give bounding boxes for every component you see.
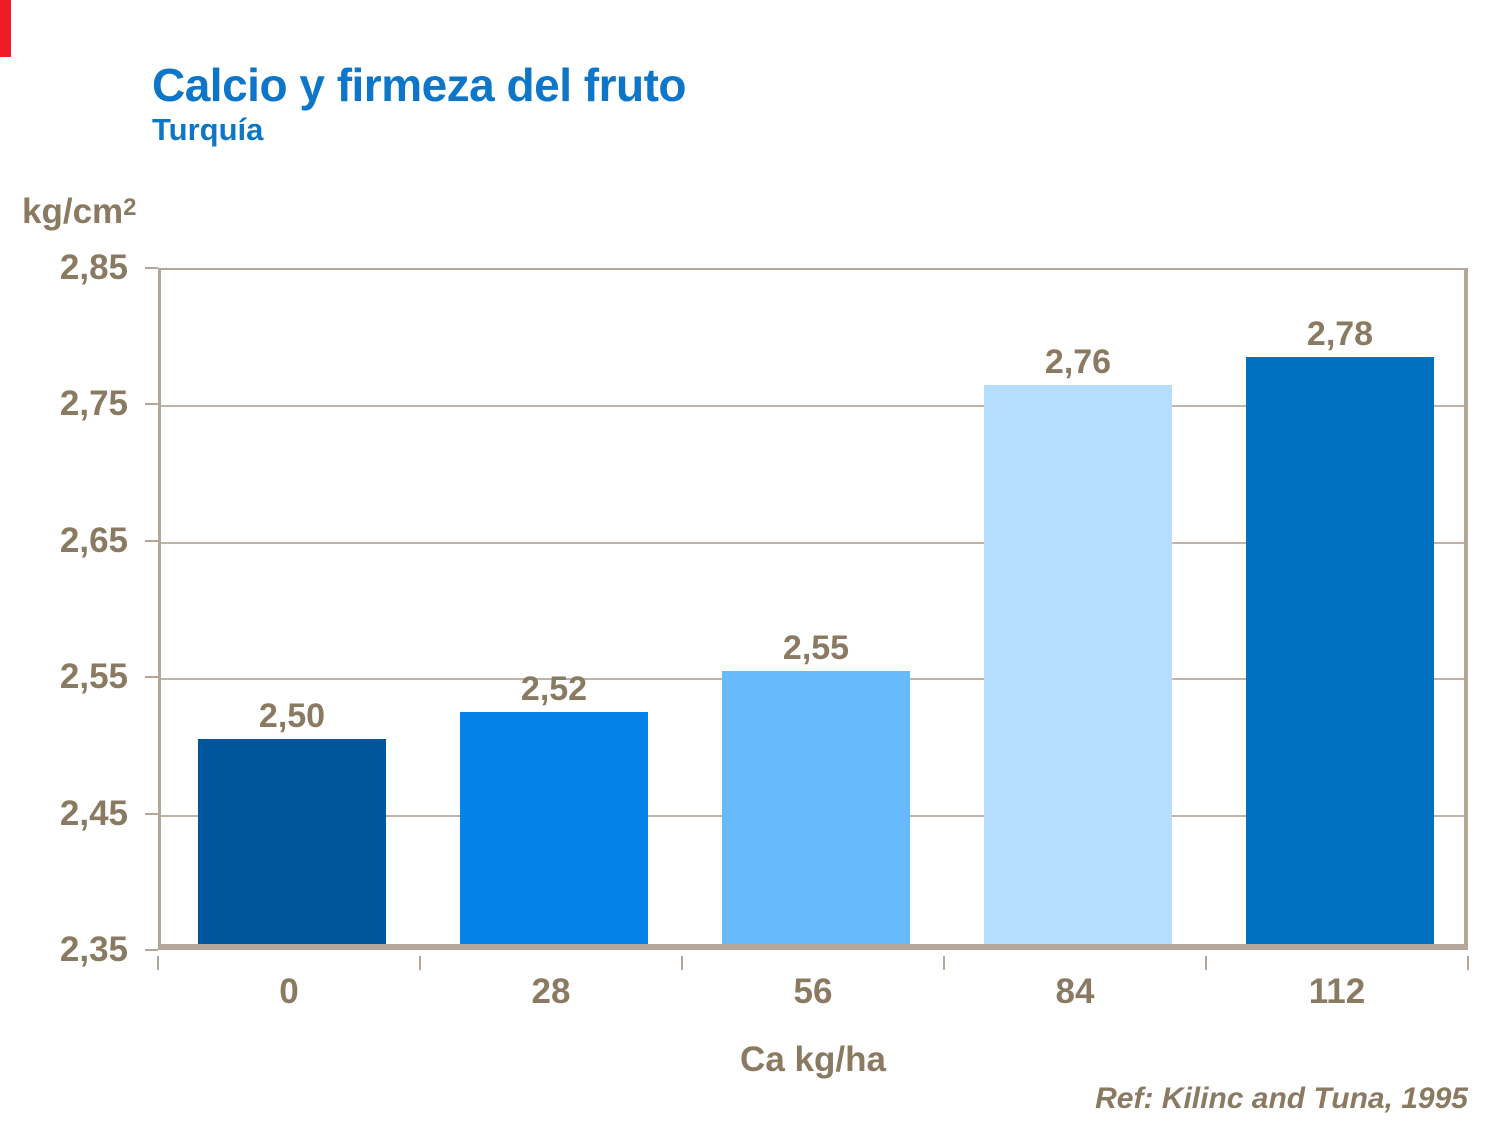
gridline-2,65 <box>161 541 1464 544</box>
plot-area: 2,50 2,52 2,55 2,76 2,78 <box>158 268 1468 950</box>
reference-citation: Ref: Kilinc and Tuna, 1995 <box>1095 1082 1468 1115</box>
gridline-2,75 <box>161 405 1464 408</box>
bar-value-label-28: 2,52 <box>520 670 588 709</box>
bar-84 <box>984 384 1172 944</box>
y-tick-mark-2,45 <box>145 812 158 815</box>
bar-56 <box>722 671 910 944</box>
bar-value-label-0: 2,50 <box>258 697 326 736</box>
chart-title: Calcio y firmeza del fruto <box>152 59 687 111</box>
x-category-label-28: 28 <box>531 972 571 1011</box>
x-category-label-0: 0 <box>279 972 299 1011</box>
bar-value-label-112: 2,78 <box>1306 315 1374 354</box>
y-axis-title: kg/cm2 <box>22 192 137 232</box>
x-tick-mark-1 <box>419 956 421 970</box>
x-tick-mark-5 <box>1467 956 1469 970</box>
y-tick-label-2,75: 2,75 <box>59 384 128 424</box>
x-tick-mark-0 <box>157 956 159 970</box>
bar-28 <box>460 712 648 944</box>
y-tick-mark-2,55 <box>145 676 158 679</box>
y-axis-unit: kg/cm <box>22 192 124 231</box>
bar-value-label-56: 2,55 <box>782 629 850 668</box>
x-category-label-84: 84 <box>1055 972 1095 1011</box>
x-axis-title: Ca kg/ha <box>740 1040 886 1079</box>
chart-subtitle: Turquía <box>152 112 264 147</box>
x-tick-mark-2 <box>681 956 683 970</box>
y-tick-label-2,45: 2,45 <box>59 793 128 833</box>
y-tick-label-2,35: 2,35 <box>59 930 128 969</box>
x-category-label-112: 112 <box>1308 972 1366 1011</box>
y-tick-mark-2,35 <box>145 949 158 951</box>
y-axis-unit-exponent: 2 <box>123 194 137 221</box>
bar-0 <box>198 739 386 944</box>
x-category-label-56: 56 <box>793 972 833 1011</box>
x-tick-mark-3 <box>943 956 945 970</box>
y-tick-label-2,85: 2,85 <box>59 248 128 287</box>
x-tick-mark-4 <box>1205 956 1207 970</box>
y-tick-mark-2,85 <box>145 267 158 269</box>
y-tick-label-2,65: 2,65 <box>59 520 128 560</box>
y-tick-mark-2,65 <box>145 539 158 542</box>
y-tick-mark-2,75 <box>145 403 158 406</box>
bar-value-label-84: 2,76 <box>1044 342 1112 381</box>
bar-112 <box>1246 357 1434 944</box>
y-tick-label-2,55: 2,55 <box>59 657 128 697</box>
red-accent-bar <box>0 0 11 57</box>
